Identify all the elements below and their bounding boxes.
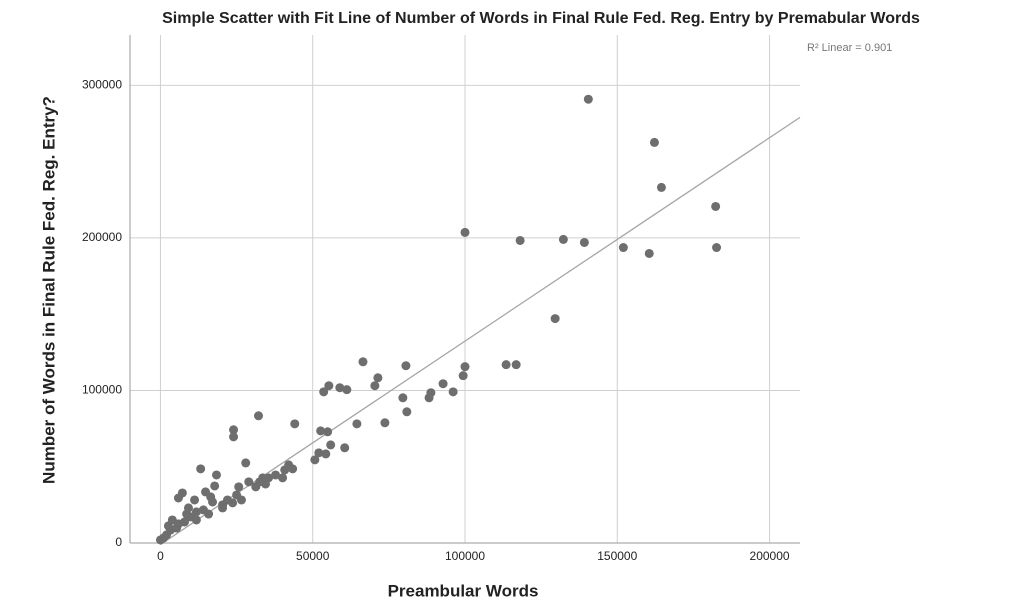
point xyxy=(373,373,383,383)
point xyxy=(323,427,333,437)
point xyxy=(241,458,251,468)
point xyxy=(321,449,331,459)
point xyxy=(649,137,659,147)
x-tick-label: 100000 xyxy=(445,549,485,563)
point xyxy=(352,419,362,429)
point xyxy=(278,473,288,483)
point xyxy=(644,248,654,258)
point xyxy=(579,237,589,247)
point xyxy=(172,523,182,533)
point xyxy=(229,425,239,435)
point xyxy=(163,521,173,531)
point xyxy=(340,443,350,453)
point xyxy=(236,495,246,505)
point xyxy=(271,470,281,480)
x-tick-label: 50000 xyxy=(296,549,330,563)
point xyxy=(712,243,722,253)
point xyxy=(583,94,593,104)
point xyxy=(319,387,329,397)
y-axis-label: Number of Words in Final Rule Fed. Reg. … xyxy=(39,96,58,484)
point xyxy=(501,360,511,370)
point xyxy=(380,418,390,428)
point xyxy=(438,379,448,389)
x-axis-label: Preambular Words xyxy=(388,581,539,600)
point xyxy=(324,381,334,391)
point xyxy=(191,515,201,525)
point xyxy=(218,503,228,513)
point xyxy=(155,535,165,545)
x-tick-label: 200000 xyxy=(750,549,790,563)
point xyxy=(370,381,380,391)
point xyxy=(173,493,183,503)
x-tick-label: 150000 xyxy=(597,549,637,563)
point xyxy=(511,360,521,370)
point xyxy=(342,385,352,395)
point xyxy=(401,361,411,371)
point xyxy=(460,227,470,237)
y-tick-label: 300000 xyxy=(82,78,122,92)
point xyxy=(398,393,408,403)
point xyxy=(326,440,336,450)
point xyxy=(402,407,412,417)
point xyxy=(711,201,721,211)
point xyxy=(196,464,206,474)
y-tick-label: 200000 xyxy=(82,230,122,244)
y-tick-label: 100000 xyxy=(82,383,122,397)
point xyxy=(210,481,220,491)
point xyxy=(180,517,190,527)
point xyxy=(335,383,345,393)
point xyxy=(358,357,368,367)
point xyxy=(515,235,525,245)
point xyxy=(316,426,326,436)
point xyxy=(254,411,264,421)
point xyxy=(190,495,200,505)
point xyxy=(558,234,568,244)
point xyxy=(550,314,560,324)
point xyxy=(206,492,216,502)
point xyxy=(656,182,666,192)
point xyxy=(261,479,271,489)
point xyxy=(182,509,192,519)
point xyxy=(618,243,628,253)
point xyxy=(310,455,320,465)
fit-line xyxy=(160,116,801,546)
point xyxy=(229,432,239,442)
point xyxy=(424,393,434,403)
point xyxy=(234,482,244,492)
point xyxy=(458,371,468,381)
point xyxy=(290,419,300,429)
point xyxy=(222,495,232,505)
point xyxy=(204,509,214,519)
point xyxy=(460,362,470,372)
point xyxy=(314,448,324,458)
point xyxy=(244,477,254,487)
point xyxy=(211,470,221,480)
r2-annotation: R² Linear = 0.901 xyxy=(807,42,892,54)
x-tick-label: 0 xyxy=(157,549,164,563)
point xyxy=(191,507,201,517)
chart-title: Simple Scatter with Fit Line of Number o… xyxy=(162,10,920,27)
point xyxy=(448,387,458,397)
point xyxy=(280,465,290,475)
y-tick-label: 0 xyxy=(115,535,122,549)
point xyxy=(251,482,261,492)
